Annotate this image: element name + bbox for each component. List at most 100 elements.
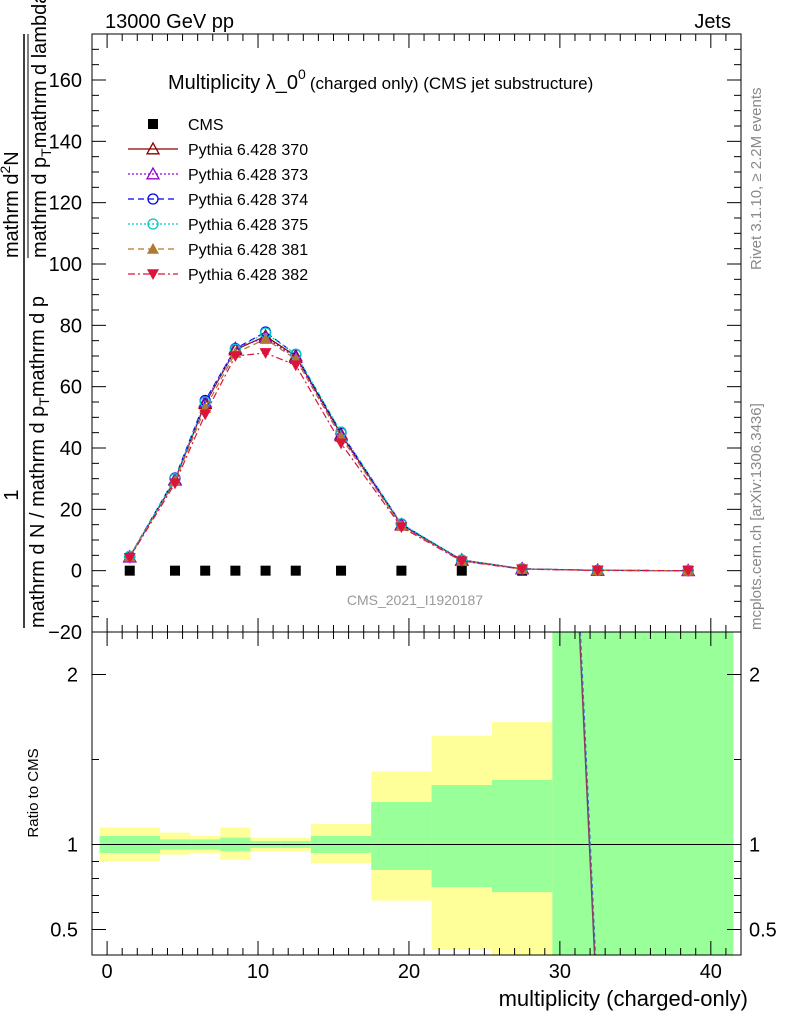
series-line-3 xyxy=(129,331,689,572)
main-y-axis: −20 0 20 40 60 80 100 120 140 160 xyxy=(48,33,741,644)
ratio-series-line-overlay xyxy=(580,631,597,956)
data-point-6-11 xyxy=(682,565,695,577)
main-y-tick-label: 160 xyxy=(49,70,82,92)
data-point-0-3 xyxy=(230,565,241,576)
main-y-tick-label: 120 xyxy=(49,193,82,215)
ratio-y-tick-label-right: 2 xyxy=(749,665,760,687)
chart-title-suffix: (charged only) (CMS jet substructure) xyxy=(310,74,593,93)
x-axis: 0 10 20 30 40 xyxy=(102,34,727,983)
data-point-6-5 xyxy=(289,360,302,372)
data-point-6-6 xyxy=(335,438,348,450)
legend: CMS Pythia 6.428 370 Pythia 6.428 373 Pythi… xyxy=(128,117,308,284)
ratio-y-tick-label-right: 0.5 xyxy=(749,920,777,942)
data-point-6-7 xyxy=(395,522,408,534)
data-point-0-7 xyxy=(396,565,407,576)
data-point-6-3 xyxy=(229,351,242,362)
legend-label-4: Pythia 6.428 375 xyxy=(188,217,308,234)
main-y-tick-label: 40 xyxy=(60,438,82,460)
data-point-0-2 xyxy=(200,565,211,576)
series-2 xyxy=(122,330,696,577)
mcplots-text: mcplots.cern.ch [arXiv:1306.3436] xyxy=(748,403,765,630)
data-point-6-2 xyxy=(199,409,212,421)
legend-marker-3 xyxy=(147,193,159,205)
main-y-tick-label: 20 xyxy=(60,499,82,521)
ratio-stat-band-9 xyxy=(491,779,553,893)
main-y-tick-label: −20 xyxy=(48,622,82,644)
ratio-y-axis: 0.5 0.5 1 1 2 2 xyxy=(50,665,777,942)
data-point-0-5 xyxy=(290,565,301,576)
data-point-0-6 xyxy=(336,565,347,576)
legend-label-6: Pythia 6.428 382 xyxy=(188,267,308,284)
ratio-y-axis-label: Ratio to CMS xyxy=(25,748,42,837)
ratio-bands xyxy=(99,632,734,955)
analysis-watermark: CMS_2021_I1920187 xyxy=(347,592,483,608)
series-line-2 xyxy=(129,336,689,572)
chart-title-main: Multiplicity λ_0 xyxy=(168,72,298,94)
main-y-tick-label: 0 xyxy=(71,561,82,583)
chart-title-sup: 0 xyxy=(298,66,306,82)
y-label-denominator: mathrm d N / mathrm d pTmathrm d p xyxy=(27,296,52,628)
data-point-6-8 xyxy=(455,556,468,568)
series-1 xyxy=(122,328,696,577)
x-tick-label: 10 xyxy=(247,961,269,983)
main-y-axis-label: 1 mathrm d N / mathrm d pTmathrm d pmathr… xyxy=(0,0,54,628)
y-label-den-tail: mathrm d p xyxy=(27,296,49,397)
ratio-y-tick-label: 1 xyxy=(67,835,78,857)
main-y-tick-label: 140 xyxy=(49,131,82,153)
y-label-upper-den: mathrm d pTmathrm d lambda xyxy=(29,0,54,258)
legend-label-1: Pythia 6.428 370 xyxy=(188,142,308,159)
x-tick-label: 20 xyxy=(398,961,420,983)
ratio-series-line xyxy=(578,631,596,956)
y-label-numerator: 1 xyxy=(1,489,23,500)
x-tick-label: 0 xyxy=(102,961,113,983)
data-point-6-4 xyxy=(259,348,272,359)
legend-marker-5 xyxy=(147,243,159,254)
ratio-y-tick-label: 0.5 xyxy=(50,920,78,942)
y-label-den-part: mathrm d N / mathrm d p xyxy=(27,406,49,628)
legend-marker-6 xyxy=(147,269,159,280)
main-y-tick-label: 60 xyxy=(60,377,82,399)
legend-label-0: CMS xyxy=(188,117,224,134)
header-left-text: 13000 GeV pp xyxy=(105,11,234,33)
legend-marker-2 xyxy=(145,166,161,180)
series-line-5 xyxy=(129,338,689,572)
data-point-6-9 xyxy=(516,564,529,576)
header-right-text: Jets xyxy=(694,11,731,33)
y-label-upper-den-sub: T xyxy=(38,148,54,157)
y-label-upper-num-tail: N xyxy=(1,151,23,165)
data-point-6-0 xyxy=(123,552,136,564)
ratio-stat-band-7 xyxy=(371,802,432,870)
main-y-tick-label: 100 xyxy=(49,254,82,276)
data-point-0-4 xyxy=(260,565,271,576)
rivet-version-text: Rivet 3.1.10, ≥ 2.2M events xyxy=(748,88,765,271)
series-4 xyxy=(124,327,694,577)
ratio-stat-band-8 xyxy=(431,785,492,887)
y-label-upper-den-tail: mathrm d lambda xyxy=(29,0,51,148)
data-point-0-1 xyxy=(170,565,181,576)
ratio-stat-band-10 xyxy=(552,632,734,955)
data-point-5-4 xyxy=(259,333,272,344)
legend-label-3: Pythia 6.428 374 xyxy=(188,192,308,209)
y-label-upper-den-part: mathrm d p xyxy=(29,157,51,258)
y-label-upper-sup: 2 xyxy=(0,166,13,174)
data-point-6-10 xyxy=(591,565,604,577)
legend-label-5: Pythia 6.428 381 xyxy=(188,242,308,259)
legend-marker-0 xyxy=(148,119,158,129)
legend-marker-4 xyxy=(147,218,159,230)
data-point-6-1 xyxy=(169,478,182,490)
ratio-y-tick-label-right: 1 xyxy=(749,835,760,857)
data-point-0-8 xyxy=(456,565,467,576)
series-line-4 xyxy=(129,332,689,572)
data-point-0-0 xyxy=(124,565,135,576)
x-axis-label: multiplicity (charged-only) xyxy=(499,986,748,1011)
legend-marker-1 xyxy=(145,141,161,155)
series-3 xyxy=(124,326,694,577)
y-label-upper-num-part: mathrm d xyxy=(1,174,23,258)
chart-title: Multiplicity λ_00 (charged only) (CMS jet… xyxy=(168,66,593,94)
x-tick-label: 40 xyxy=(700,961,722,983)
x-tick-label: 30 xyxy=(549,961,571,983)
y-label-upper-num: mathrm d2N xyxy=(0,151,23,258)
series-5 xyxy=(123,333,695,576)
ratio-plot-frame xyxy=(91,631,742,956)
